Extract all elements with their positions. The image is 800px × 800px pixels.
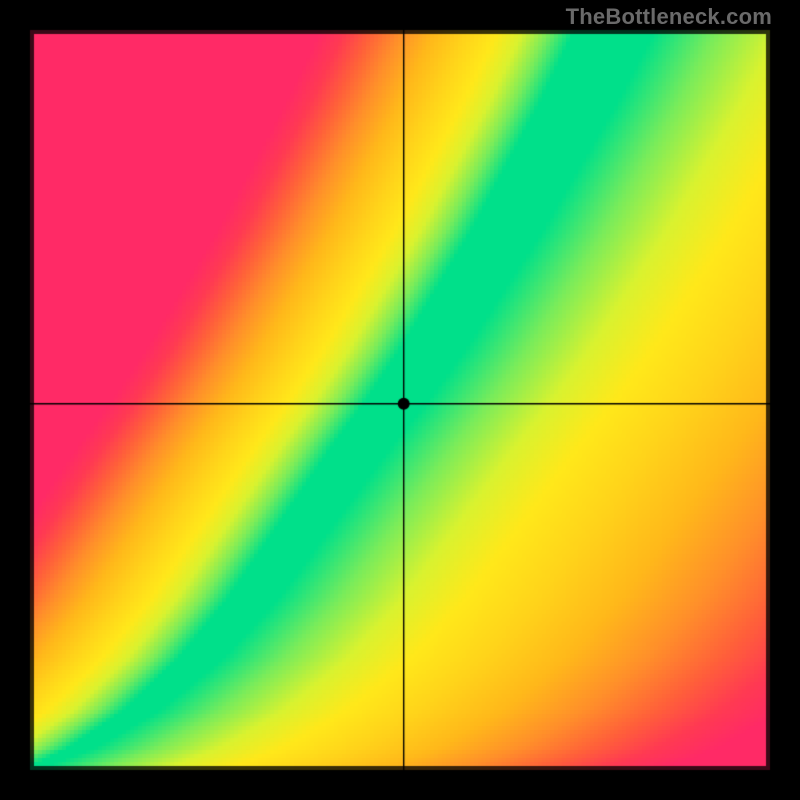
watermark-label: TheBottleneck.com xyxy=(566,4,772,30)
bottleneck-heatmap xyxy=(0,0,800,800)
